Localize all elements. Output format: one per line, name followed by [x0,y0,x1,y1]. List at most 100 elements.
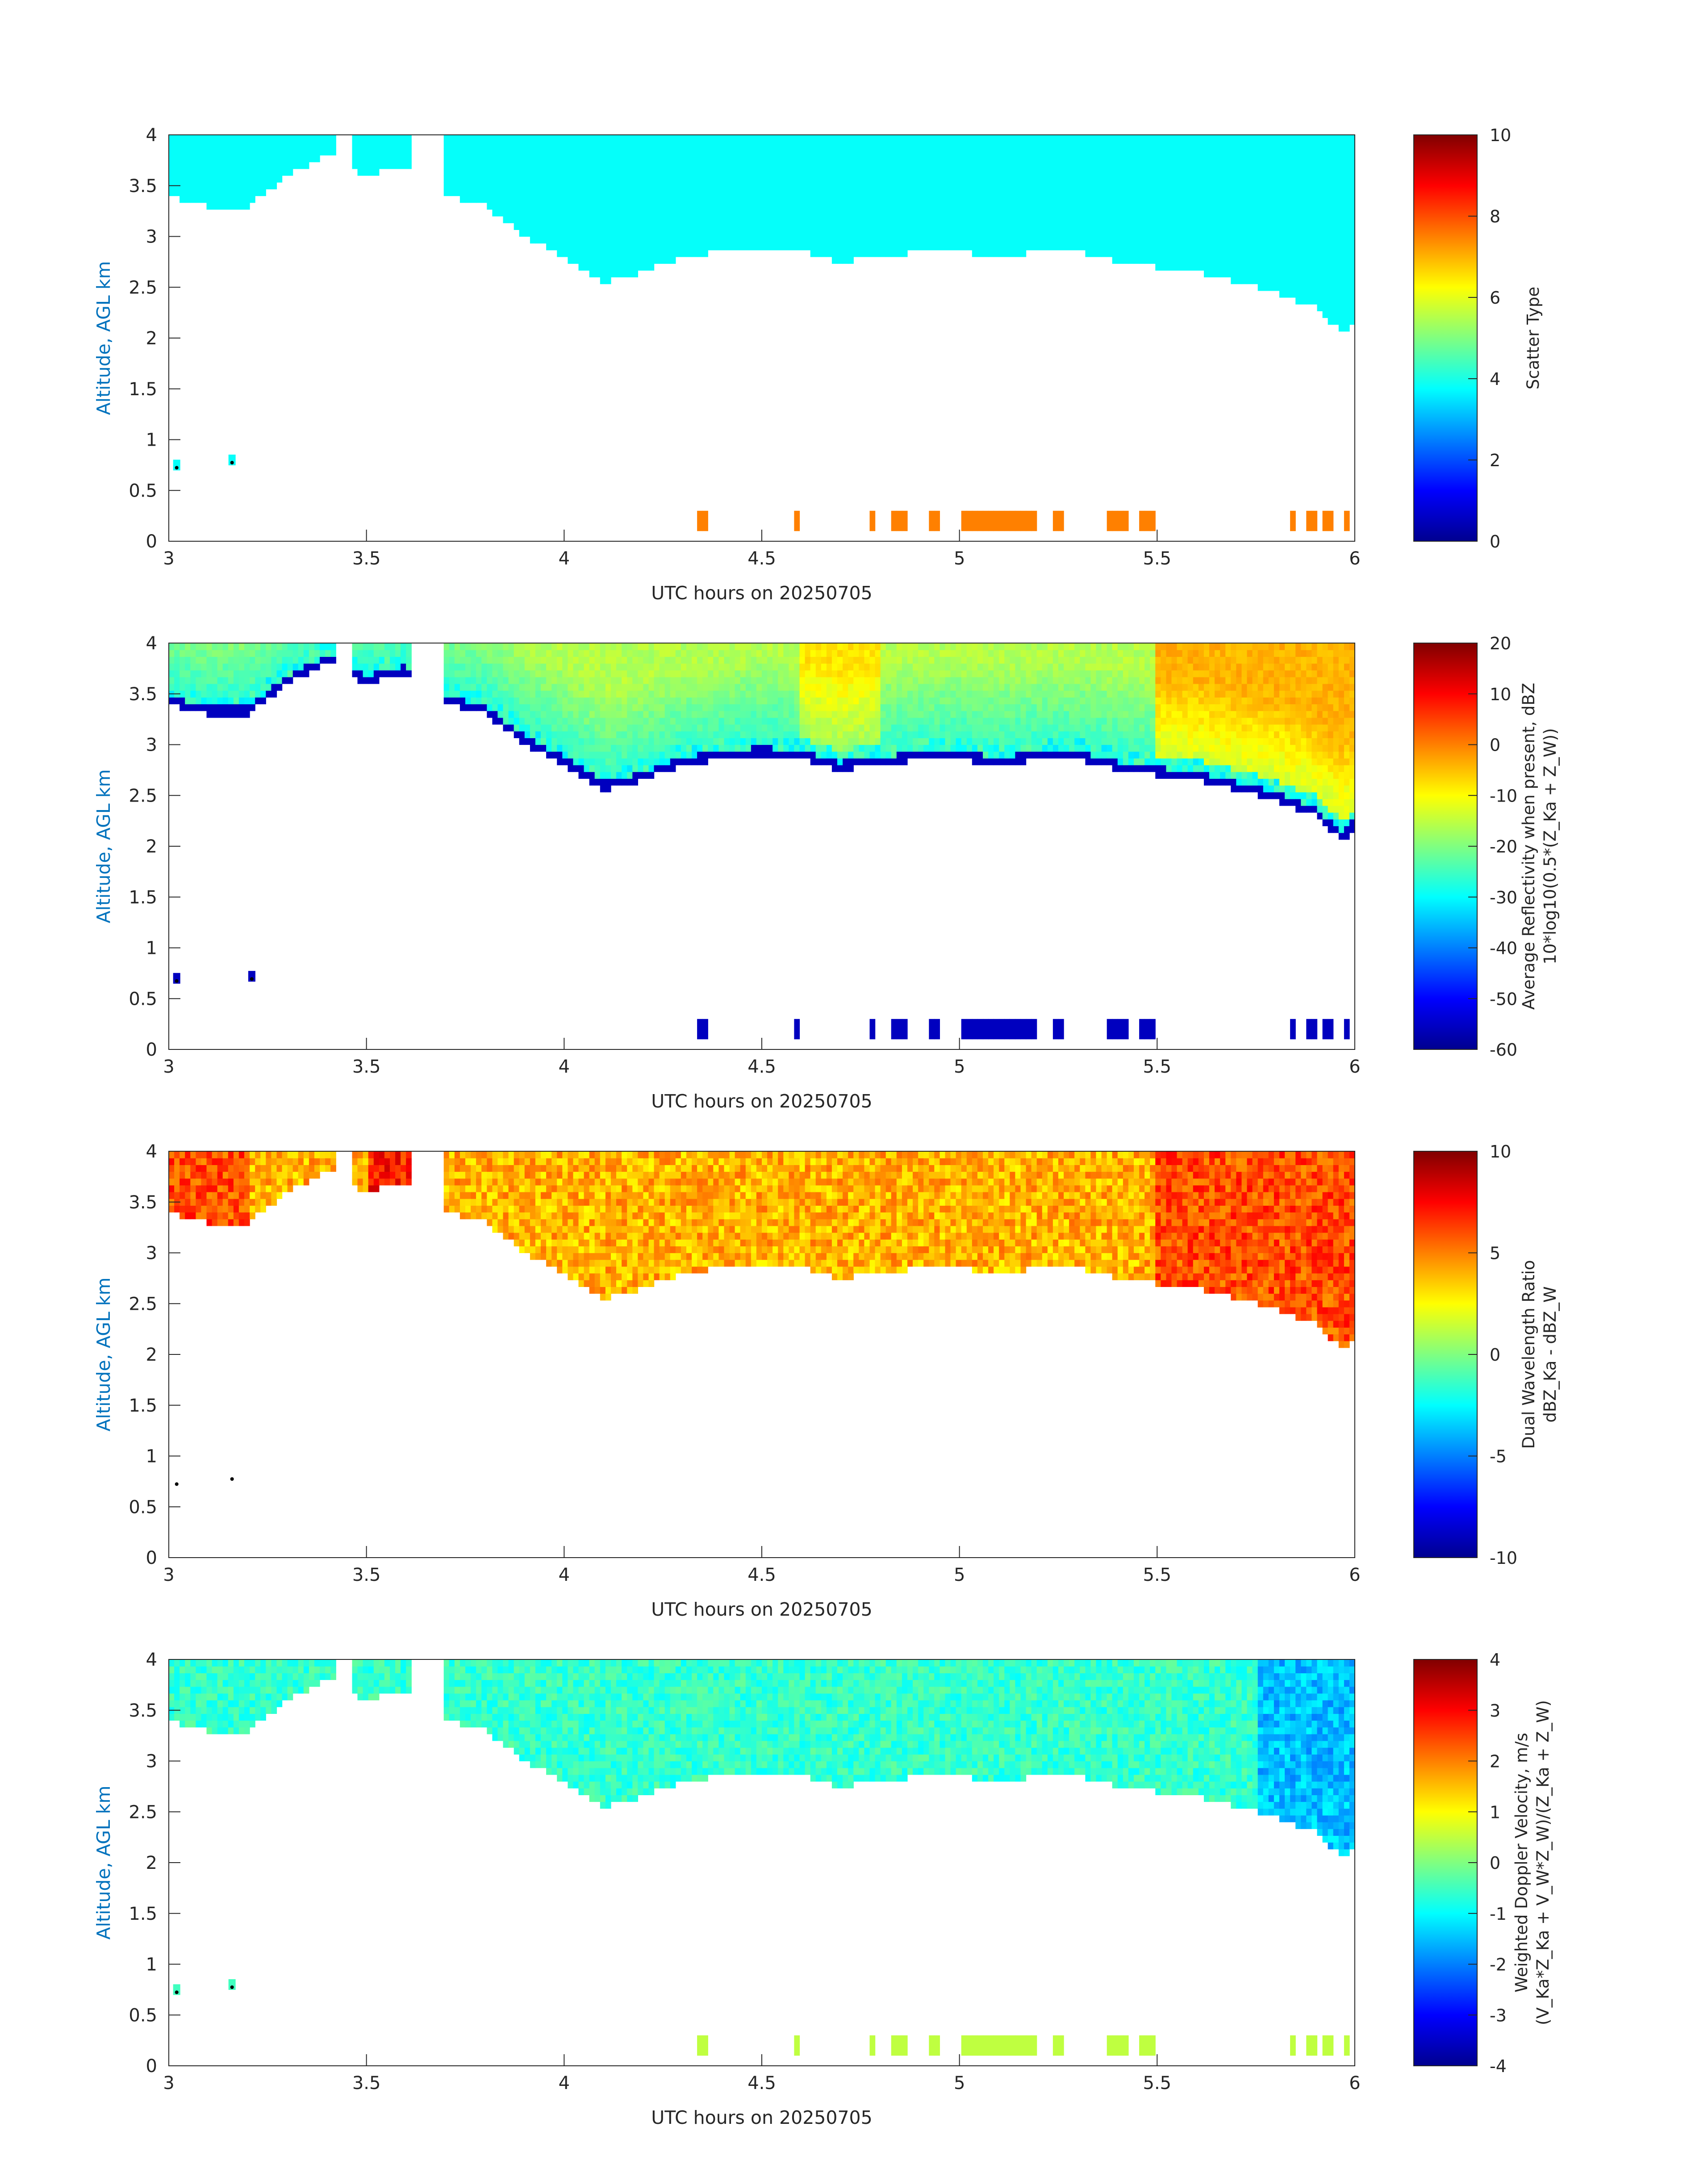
heatmap-cell [740,223,746,230]
heatmap-cell [1058,189,1064,196]
heatmap-cell [578,189,585,196]
heatmap-cell [557,202,563,210]
heatmap-cell [287,168,293,176]
heatmap-cell [681,704,687,711]
heatmap-cell [1247,250,1253,257]
heatmap-cell [659,168,665,176]
heatmap-cell [1112,142,1118,149]
heatmap-cell [589,697,595,705]
low-echo-cell [794,510,800,531]
heatmap-cell [1317,290,1323,298]
heatmap-cell [1123,236,1129,244]
heatmap-cell [605,738,611,745]
heatmap-cell [562,643,568,650]
heatmap-cell [1209,196,1215,203]
heatmap-cell [718,155,725,163]
heatmap-cell [756,663,762,671]
heatmap-cell [1236,182,1242,189]
heatmap-cell [896,135,902,142]
heatmap-cell [508,663,514,671]
heatmap-cell [681,209,687,217]
heatmap-cell [713,196,719,203]
heatmap-cell [729,142,735,149]
heatmap-cell [1247,277,1253,284]
heatmap-cell [1317,142,1323,149]
heatmap-cell [859,243,864,251]
heatmap-cell [292,650,299,657]
heatmap-cell [1020,168,1027,176]
heatmap-cell [551,751,557,759]
heatmap-cell [562,216,568,223]
heatmap-cell [1004,230,1010,237]
heatmap-cell [551,670,557,677]
heatmap-cell [1187,202,1194,210]
heatmap-cell [465,196,471,203]
heatmap-cell [1247,168,1253,176]
heatmap-cell [654,155,660,163]
heatmap-cell [568,717,574,725]
heatmap-cell [1020,182,1027,189]
heatmap-cell [773,196,778,203]
heatmap-cell [1096,230,1102,237]
heatmap-cell [497,182,504,189]
heatmap-cell [675,643,681,650]
low-echo-cell [972,510,978,531]
heatmap-cell [1231,168,1236,176]
low-echo-cell [1010,510,1015,531]
heatmap-cell [1215,263,1220,271]
heatmap-cell [675,182,681,189]
heatmap-cell [1274,168,1280,176]
heatmap-cell [616,744,622,752]
heatmap-cell [659,142,665,149]
heatmap-cell [810,168,816,176]
heatmap-cell [1257,216,1264,223]
heatmap-cell [568,677,574,684]
heatmap-cell [664,697,671,705]
heatmap-cell [643,724,649,731]
heatmap-cell [1279,257,1285,264]
heatmap-cell [659,758,665,765]
heatmap-cell [508,148,514,156]
heatmap-cell [1236,168,1242,176]
heatmap-cell [745,189,752,196]
heatmap-cell [379,670,385,677]
heatmap-cell [718,663,725,671]
heatmap-cell [681,175,687,183]
heatmap-cell [810,182,816,189]
heatmap-cell [708,751,714,759]
heatmap-cell [934,175,940,183]
heatmap-cell [756,670,762,677]
heatmap-cell [589,182,595,189]
heatmap-cell [999,250,1005,257]
heatmap-cell [611,168,617,176]
heatmap-cell [622,168,627,176]
heatmap-cell [745,677,752,684]
heatmap-cell [1349,297,1355,305]
heatmap-cell [773,690,778,698]
heatmap-cell [1042,142,1048,149]
heatmap-cell [1182,142,1188,149]
heatmap-cell [616,162,622,169]
heatmap-cell [643,189,649,196]
heatmap-cell [190,643,196,650]
heatmap-cell [1139,196,1145,203]
heatmap-cell [767,216,773,223]
heatmap-cell [1187,168,1194,176]
heatmap-cell [762,243,768,251]
heatmap-cell [174,650,180,657]
low-echo-cell [1015,510,1021,531]
heatmap-cell [524,704,530,711]
heatmap-cell [659,765,665,772]
heatmap-cell [627,751,633,759]
heatmap-cell [238,663,245,671]
heatmap-cell [217,175,223,183]
heatmap-cell [627,772,633,779]
heatmap-cell [1279,277,1285,284]
heatmap-cell [611,690,617,698]
heatmap-cell [1333,142,1339,149]
heatmap-cell [891,243,897,251]
heatmap-cell [605,643,611,650]
heatmap-cell [789,717,795,725]
heatmap-cell [233,135,239,142]
heatmap-cell [1058,148,1064,156]
